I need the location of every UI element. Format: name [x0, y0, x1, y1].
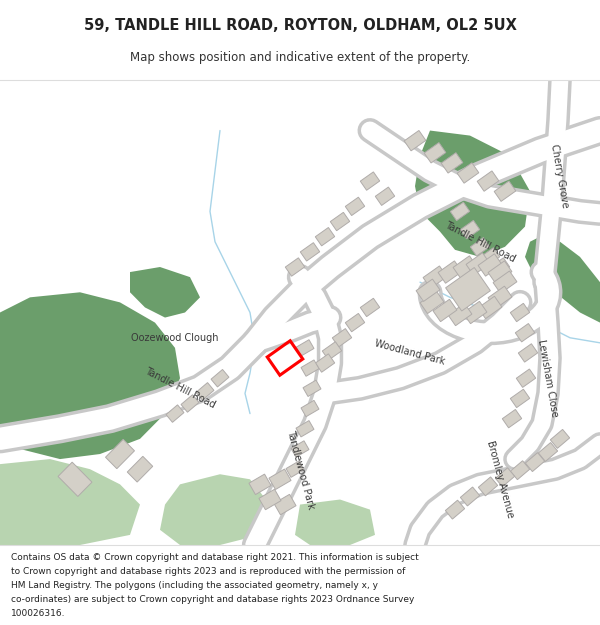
Polygon shape [0, 292, 180, 459]
Text: Map shows position and indicative extent of the property.: Map shows position and indicative extent… [130, 51, 470, 64]
Polygon shape [515, 324, 535, 342]
Text: to Crown copyright and database rights 2023 and is reproduced with the permissio: to Crown copyright and database rights 2… [11, 567, 405, 576]
Polygon shape [301, 360, 319, 376]
Polygon shape [375, 187, 395, 206]
Polygon shape [433, 299, 457, 322]
Text: co-ordinates) are subject to Crown copyright and database rights 2023 Ordnance S: co-ordinates) are subject to Crown copyr… [11, 595, 414, 604]
Polygon shape [526, 452, 545, 472]
Polygon shape [166, 405, 184, 422]
Polygon shape [249, 474, 271, 494]
Polygon shape [518, 344, 538, 362]
Polygon shape [303, 380, 321, 396]
Polygon shape [211, 369, 229, 387]
Polygon shape [478, 296, 502, 319]
Polygon shape [315, 228, 335, 246]
Polygon shape [296, 340, 314, 356]
Polygon shape [460, 487, 479, 506]
Polygon shape [480, 248, 500, 266]
Polygon shape [448, 303, 472, 326]
Polygon shape [345, 197, 365, 216]
Text: Cherry Grove: Cherry Grove [550, 143, 571, 209]
Text: Bromley Avenue: Bromley Avenue [485, 439, 515, 519]
Text: Woodland Park: Woodland Park [374, 339, 446, 367]
Polygon shape [196, 382, 214, 400]
Polygon shape [420, 291, 444, 314]
Polygon shape [511, 461, 530, 479]
Polygon shape [510, 389, 530, 408]
Polygon shape [285, 258, 305, 276]
Polygon shape [494, 181, 516, 201]
Polygon shape [478, 254, 502, 276]
Polygon shape [286, 461, 304, 478]
Polygon shape [296, 421, 314, 437]
Polygon shape [345, 313, 365, 332]
Polygon shape [470, 238, 490, 256]
Polygon shape [463, 301, 487, 324]
Polygon shape [460, 221, 480, 239]
Polygon shape [493, 271, 517, 293]
Text: Tandle Hill Road: Tandle Hill Road [443, 219, 517, 264]
Polygon shape [0, 459, 140, 545]
Polygon shape [490, 258, 510, 276]
Polygon shape [466, 253, 490, 275]
Text: Tandlewood Park: Tandlewood Park [284, 429, 316, 510]
Polygon shape [416, 279, 440, 301]
Polygon shape [360, 172, 380, 190]
Polygon shape [274, 494, 296, 515]
Polygon shape [538, 442, 557, 461]
Polygon shape [446, 268, 490, 311]
Polygon shape [322, 342, 342, 360]
Polygon shape [181, 395, 199, 412]
Polygon shape [300, 242, 320, 261]
Polygon shape [160, 474, 270, 545]
Polygon shape [502, 409, 522, 428]
Polygon shape [441, 152, 463, 173]
Polygon shape [510, 303, 530, 322]
Polygon shape [269, 469, 291, 489]
Text: Oozewood Clough: Oozewood Clough [131, 332, 219, 342]
Text: 59, TANDLE HILL ROAD, ROYTON, OLDHAM, OL2 5UX: 59, TANDLE HILL ROAD, ROYTON, OLDHAM, OL… [83, 18, 517, 33]
Polygon shape [106, 439, 134, 469]
Polygon shape [450, 202, 470, 221]
Polygon shape [291, 441, 309, 457]
Text: Tandle Hill Road: Tandle Hill Road [143, 366, 217, 411]
Text: 100026316.: 100026316. [11, 609, 65, 618]
Text: Contains OS data © Crown copyright and database right 2021. This information is : Contains OS data © Crown copyright and d… [11, 553, 419, 562]
Polygon shape [360, 298, 380, 317]
Text: Lewisham Close: Lewisham Close [536, 339, 560, 418]
Polygon shape [130, 267, 200, 318]
Polygon shape [478, 477, 497, 496]
Polygon shape [330, 213, 350, 231]
Polygon shape [332, 329, 352, 347]
Polygon shape [496, 468, 515, 487]
Polygon shape [404, 131, 426, 151]
Polygon shape [127, 456, 153, 482]
Polygon shape [477, 171, 499, 191]
Polygon shape [445, 500, 464, 519]
Polygon shape [438, 261, 462, 283]
Polygon shape [58, 462, 92, 496]
Text: HM Land Registry. The polygons (including the associated geometry, namely x, y: HM Land Registry. The polygons (includin… [11, 581, 378, 590]
Polygon shape [525, 237, 600, 322]
Polygon shape [488, 261, 512, 283]
Polygon shape [295, 499, 375, 545]
Polygon shape [259, 489, 281, 510]
Polygon shape [457, 163, 479, 183]
Polygon shape [488, 286, 512, 309]
Polygon shape [315, 354, 335, 372]
Polygon shape [301, 401, 319, 417]
Polygon shape [424, 142, 446, 163]
Polygon shape [415, 131, 530, 257]
Polygon shape [550, 429, 569, 448]
Polygon shape [423, 266, 447, 288]
Polygon shape [453, 256, 477, 278]
Polygon shape [516, 369, 536, 388]
